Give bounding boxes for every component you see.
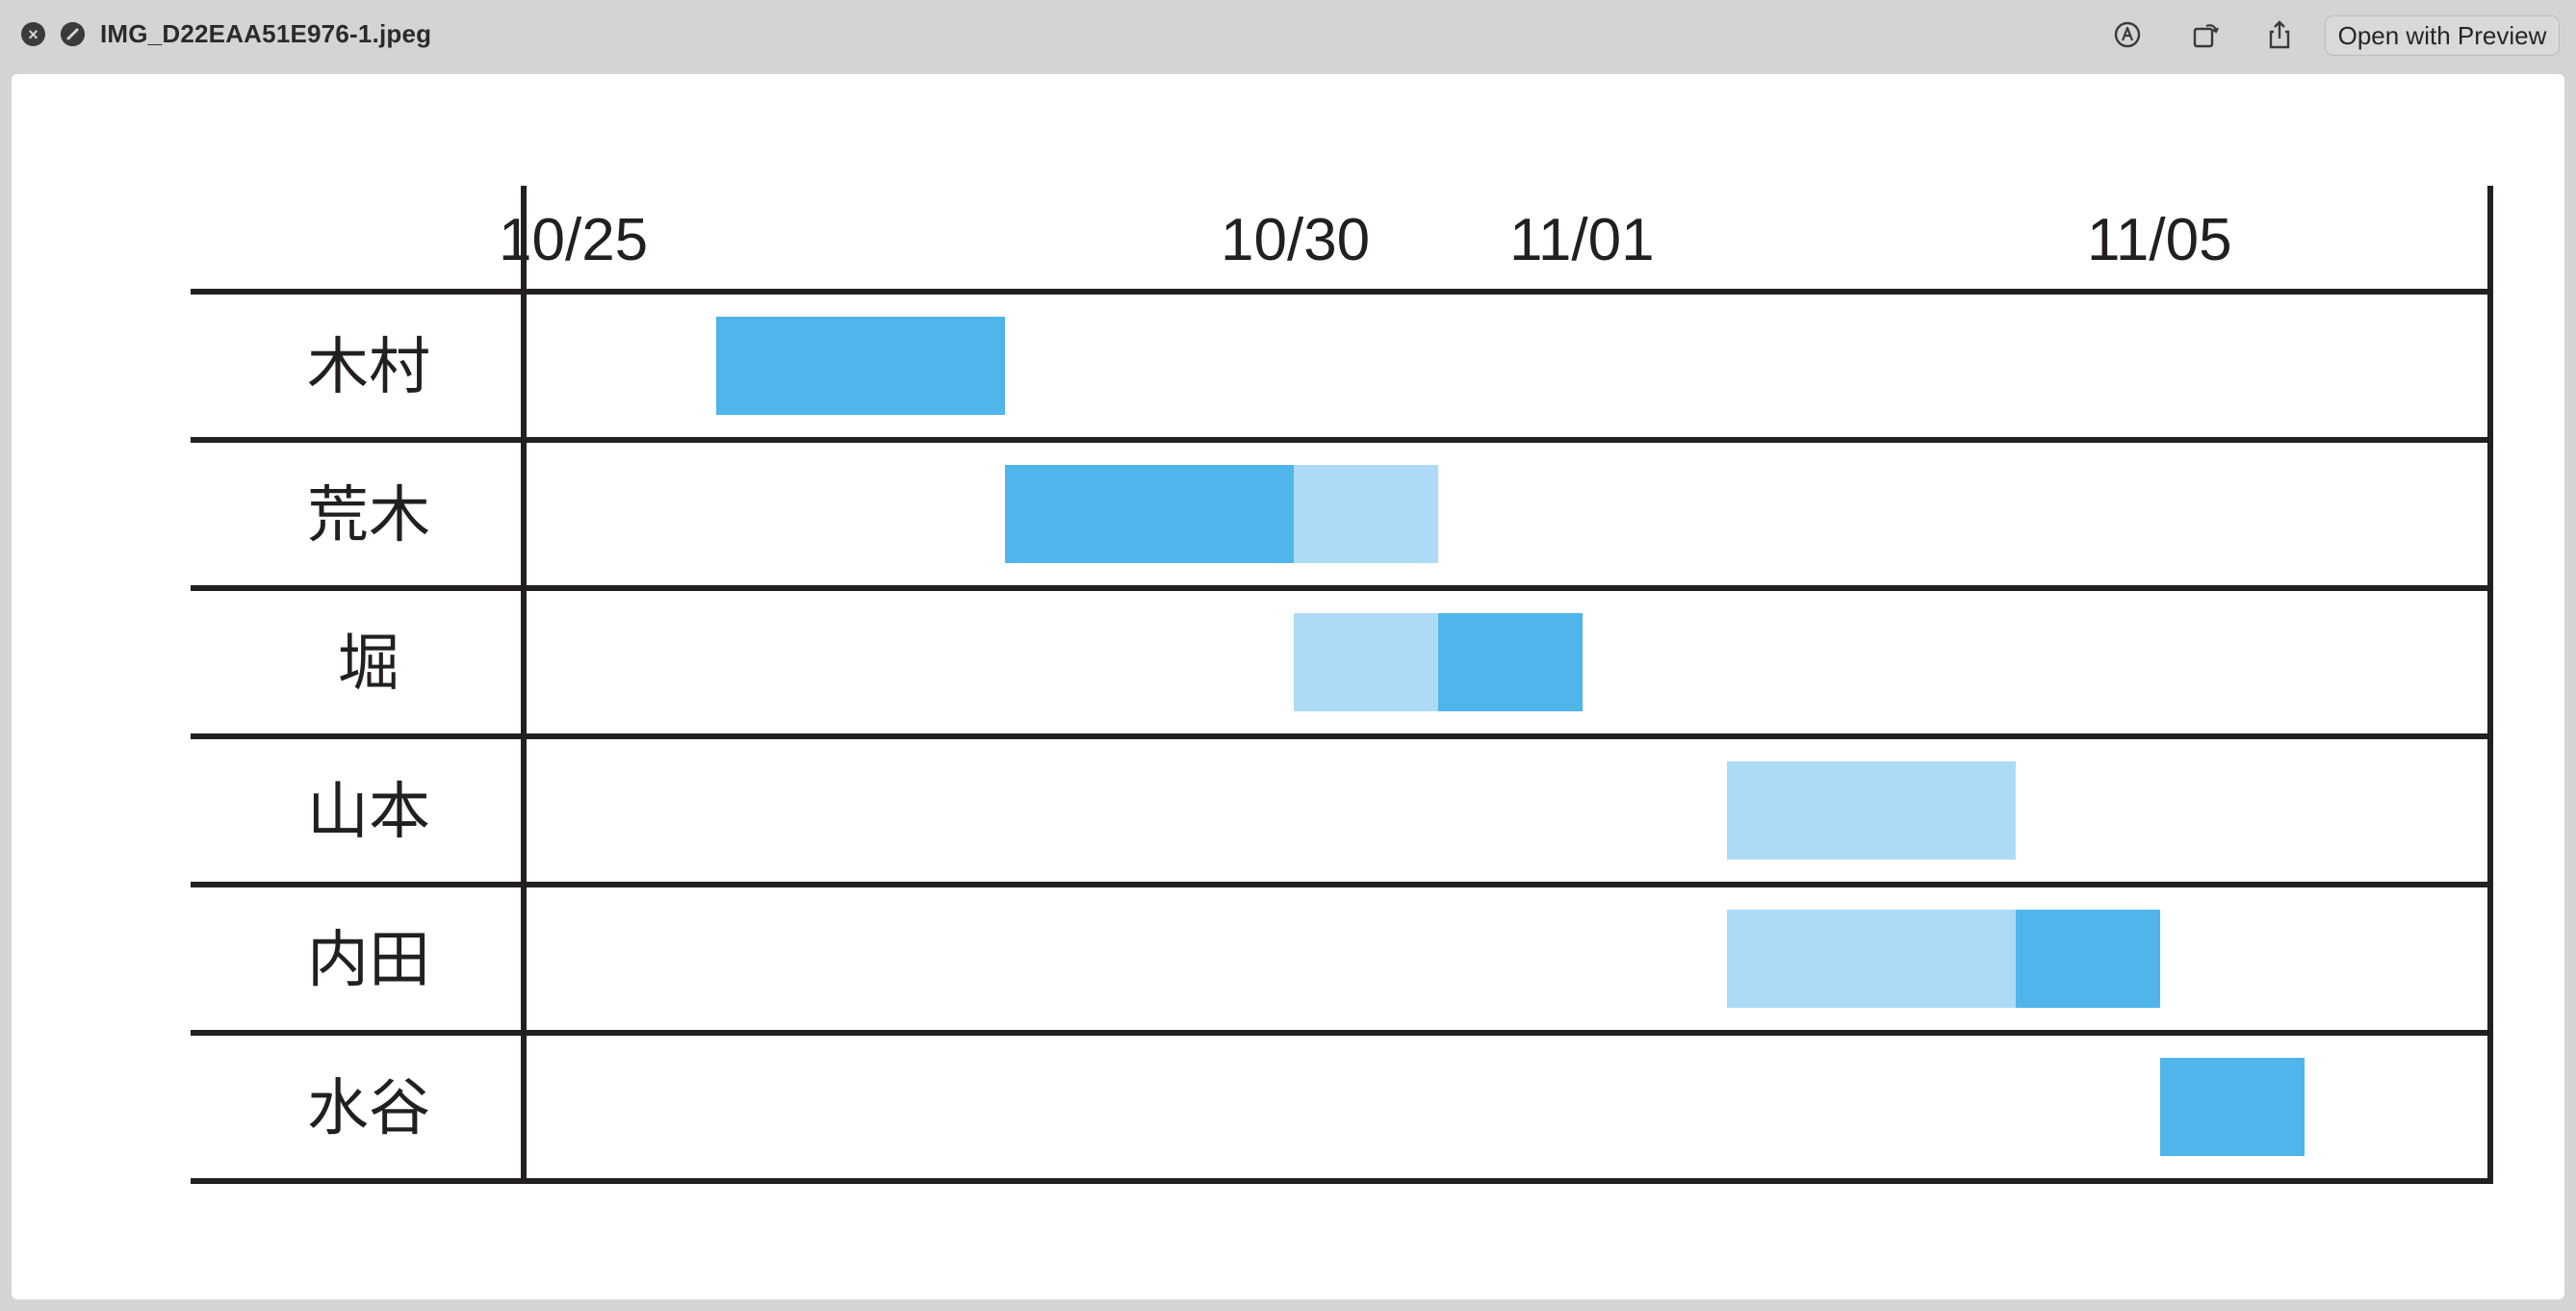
gantt-bar-5-1 [1727,910,2016,1008]
gantt-bar-6-1 [2160,1058,2305,1156]
gantt-bar-4-1 [1727,761,2016,860]
open-icon[interactable] [61,22,85,46]
date-label-1: 10/25 [499,207,648,273]
row-name-4: 山本 [307,777,430,848]
gantt-bar-5-2 [2016,910,2160,1008]
date-label-2: 10/30 [1221,207,1370,273]
gantt-bar-2-2 [1294,465,1438,563]
gantt-bar-3-2 [1438,613,1583,711]
markup-icon[interactable] [2110,17,2145,52]
gantt-bar-2-1 [1005,465,1294,563]
date-label-3: 11/01 [1509,207,1655,273]
row-name-6: 水谷 [307,1073,430,1144]
open-with-preview-button[interactable]: Open with Preview [2325,15,2560,56]
gantt-bar-1-1 [716,317,1005,415]
gantt-bar-3-1 [1294,613,1438,711]
row-name-3: 堀 [338,629,399,700]
close-icon[interactable]: × [21,22,45,46]
title-bar: × IMG_D22EAA51E976-1.jpeg [0,0,2576,73]
window-title: IMG_D22EAA51E976-1.jpeg [100,19,432,48]
row-name-1: 木村 [307,332,430,403]
date-label-4: 11/05 [2087,207,2232,273]
row-name-2: 荒木 [307,480,430,552]
share-icon[interactable] [2262,17,2297,52]
image-canvas: 10/25 10/30 11/01 11/05 木村荒木堀山本内田水谷 [12,74,2564,1299]
row-name-5: 内田 [307,925,430,996]
rotate-icon[interactable] [2187,17,2222,52]
